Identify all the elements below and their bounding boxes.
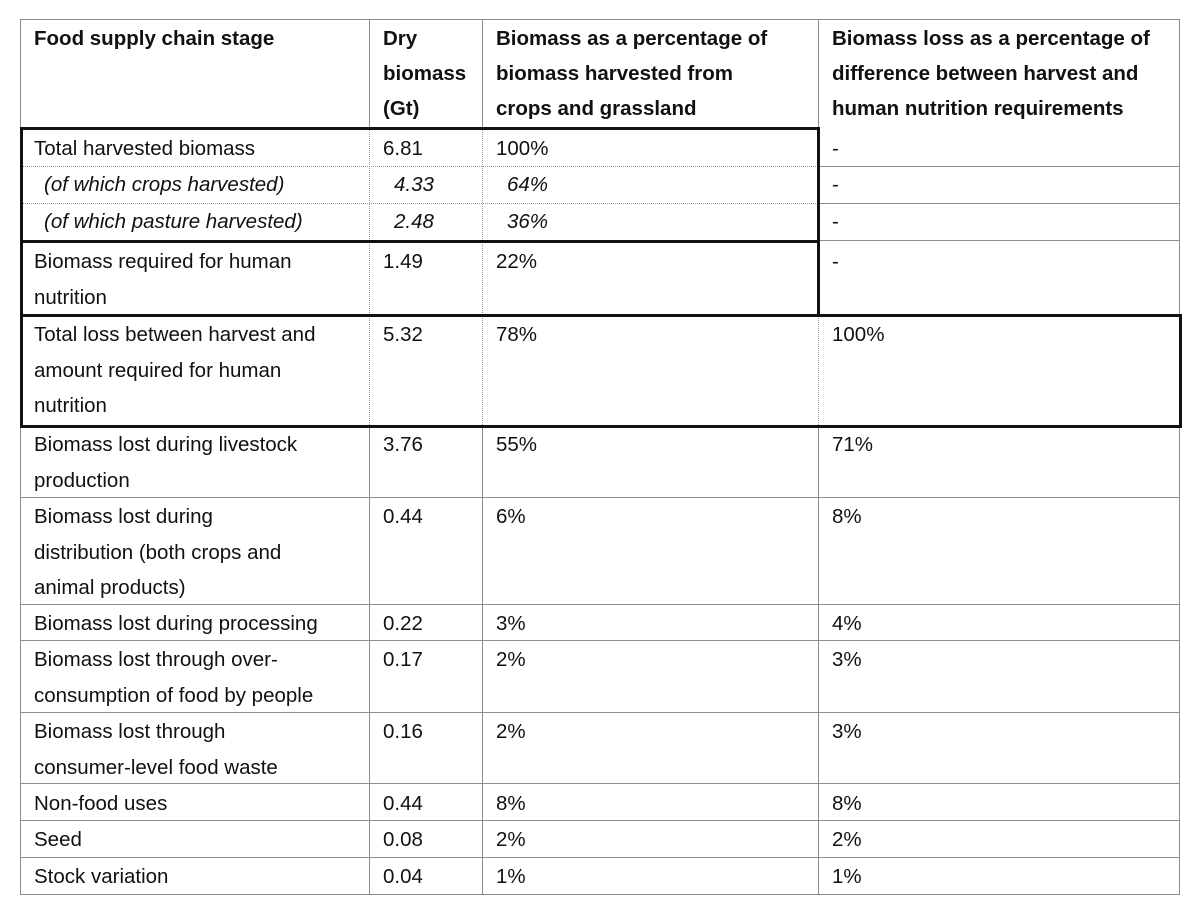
- cell-pct-harvested: 6%: [496, 505, 526, 528]
- cell-pct-loss: -: [832, 210, 839, 233]
- cell-stage: Total loss between harvest and amount re…: [34, 323, 316, 417]
- cell-stage: (of which pasture harvested): [44, 210, 303, 233]
- cell-pct-loss: 3%: [832, 720, 862, 743]
- cell-pct-harvested: 36%: [507, 210, 549, 233]
- cell-stage: Biomass lost during distribution (both c…: [34, 505, 282, 599]
- cell-pct-harvested: 100%: [496, 137, 549, 160]
- cell-stage: Biomass lost during processing: [34, 612, 318, 635]
- cell-dry-biomass: 2.48: [394, 210, 434, 233]
- cell-dry-biomass: 0.17: [383, 648, 423, 671]
- cell-dry-biomass: 0.16: [383, 720, 423, 743]
- cell-dry-biomass: 5.32: [383, 323, 423, 346]
- cell-dry-biomass: 0.04: [383, 865, 423, 888]
- cell-pct-loss: -: [832, 250, 839, 273]
- cell-stage: Seed: [34, 828, 82, 851]
- header-pct-loss: Biomass loss as a percentage of differen…: [832, 27, 1150, 120]
- biomass-table: Food supply chain stage Dry biomass (Gt)…: [20, 19, 1182, 895]
- header-dry-biomass: Dry biomass (Gt): [383, 27, 467, 120]
- cell-dry-biomass: 6.81: [383, 137, 423, 160]
- header-stage: Food supply chain stage: [34, 27, 275, 50]
- cell-pct-loss: 4%: [832, 612, 862, 635]
- cell-dry-biomass: 4.33: [394, 173, 434, 196]
- cell-pct-harvested: 22%: [496, 250, 538, 273]
- cell-pct-loss: 2%: [832, 828, 862, 851]
- cell-stage: Biomass lost during livestock production: [34, 433, 298, 492]
- cell-stage: Total harvested biomass: [34, 137, 256, 160]
- cell-pct-harvested: 55%: [496, 433, 538, 456]
- cell-stage: Biomass required for human nutrition: [34, 250, 292, 309]
- cell-pct-loss: 8%: [832, 505, 862, 528]
- cell-dry-biomass: 0.44: [383, 505, 423, 528]
- header-pct-harvested: Biomass as a percentage of biomass harve…: [496, 27, 768, 120]
- cell-stage: Biomass lost through consumer-level food…: [34, 720, 278, 779]
- cell-pct-harvested: 2%: [496, 828, 526, 851]
- cell-pct-loss: 3%: [832, 648, 862, 671]
- cell-pct-harvested: 3%: [496, 612, 526, 635]
- cell-dry-biomass: 3.76: [383, 433, 423, 456]
- cell-stage: Non-food uses: [34, 792, 168, 815]
- cell-stage: Stock variation: [34, 865, 169, 888]
- cell-pct-loss: 8%: [832, 792, 862, 815]
- cell-dry-biomass: 0.22: [383, 612, 423, 635]
- cell-pct-harvested: 2%: [496, 648, 526, 671]
- cell-pct-loss: -: [832, 137, 839, 160]
- cell-pct-loss: 71%: [832, 433, 874, 456]
- cell-stage: Biomass lost through over- consumption o…: [34, 648, 314, 707]
- cell-pct-harvested: 8%: [496, 792, 526, 815]
- cell-pct-harvested: 78%: [496, 323, 538, 346]
- cell-pct-harvested: 64%: [507, 173, 549, 196]
- cell-pct-loss: 1%: [832, 865, 862, 888]
- cell-dry-biomass: 1.49: [383, 250, 423, 273]
- cell-pct-harvested: 1%: [496, 865, 526, 888]
- cell-stage: (of which crops harvested): [44, 173, 285, 196]
- cell-pct-loss: -: [832, 173, 839, 196]
- cell-dry-biomass: 0.08: [383, 828, 423, 851]
- cell-pct-loss: 100%: [832, 323, 885, 346]
- cell-dry-biomass: 0.44: [383, 792, 423, 815]
- cell-pct-harvested: 2%: [496, 720, 526, 743]
